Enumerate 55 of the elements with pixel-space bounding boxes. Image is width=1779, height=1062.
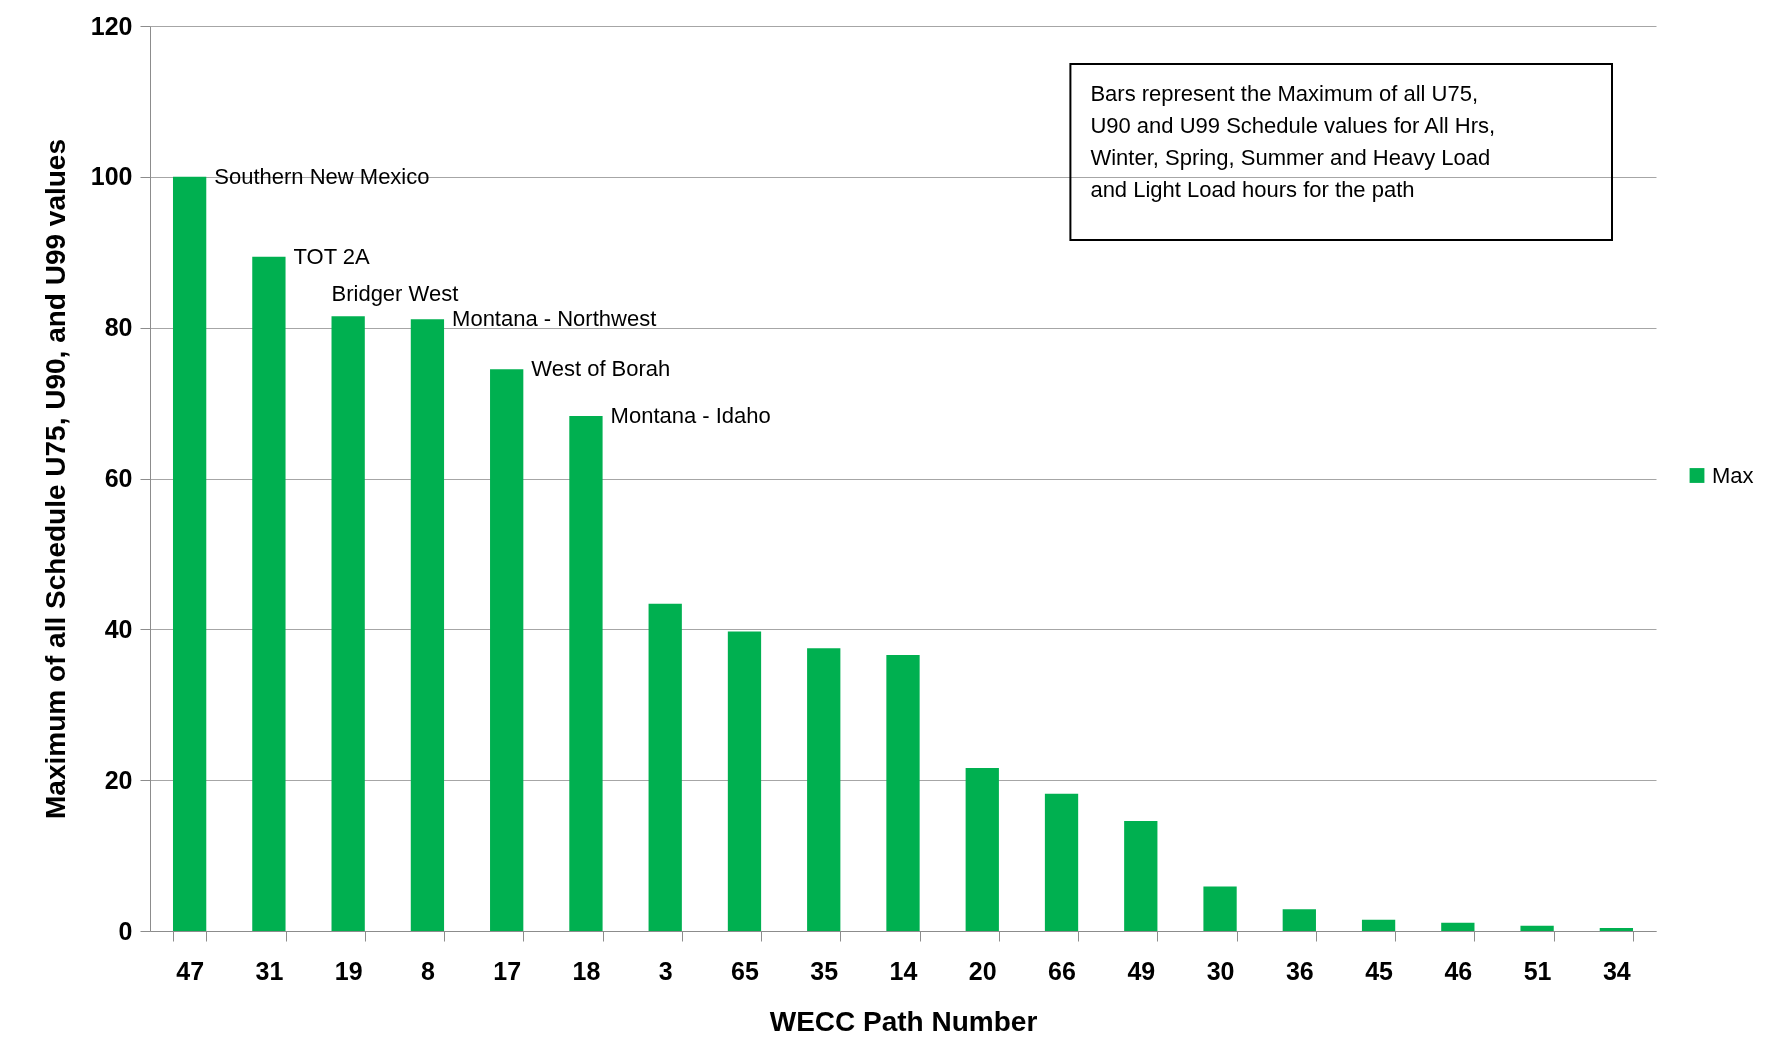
bar [807,648,841,931]
bar [1282,909,1316,931]
y-tick-label: 120 [90,11,133,40]
x-tick-label: 36 [1285,956,1314,985]
x-tick-label: 20 [968,956,997,985]
y-tick-label: 0 [118,916,133,945]
annotation: Bars represent the Maximum of all U75, U90 and U99 Schedule values for All Hrs, Winter, Spring, Summer and Heavy Load and Light Load hours for the path [1090,81,1496,202]
x-tick-label: 18 [572,956,601,985]
y-tick-label: 100 [90,162,133,191]
bar [172,176,207,931]
x-tick-label: 34 [1602,956,1631,985]
bar [410,319,445,931]
bar [965,768,999,931]
annotation: Montana - Northwest [452,306,657,332]
x-tick-label: 65 [731,956,759,985]
y-axis-title: Maximum of all Schedule U75, U90, and U99 values [39,138,71,820]
bar [490,369,524,931]
bar [1441,922,1475,931]
bar [648,603,682,931]
x-tick-label: 49 [1127,956,1156,985]
x-tick-label: 45 [1365,956,1394,985]
annotation: Bridger West [331,281,459,307]
x-tick-label: 31 [255,956,284,985]
legend-label: Max [1712,462,1754,488]
bar [1124,820,1158,931]
x-tick-label: 19 [334,956,363,985]
annotation: Southern New Mexico [214,163,430,189]
y-tick-label: 40 [104,614,133,643]
bar [1203,886,1237,931]
bar [1599,927,1634,931]
bar [1361,919,1396,931]
annotation: West of Borah [531,356,671,382]
y-tick-label: 80 [104,313,133,342]
bar [727,631,762,931]
x-tick-label: 51 [1523,956,1552,985]
x-tick-label: 14 [889,956,918,985]
x-tick-label: 46 [1444,956,1473,985]
x-tick-label: 35 [810,956,839,985]
x-tick-label: 17 [493,956,522,985]
annotation: TOT 2A [293,243,371,269]
x-tick-label: 47 [176,956,205,985]
x-tick-label: 3 [658,956,673,985]
bar [331,316,365,931]
x-tick-label: 66 [1048,956,1076,985]
bar [1044,793,1079,931]
bar [886,654,920,931]
x-tick-label: 8 [420,956,435,985]
x-axis-title: WECC Path Number [769,1005,1038,1037]
annotation: Montana - Idaho [610,402,771,428]
bar [1520,925,1554,931]
x-tick-label: 30 [1206,956,1235,985]
y-tick-label: 20 [104,765,133,794]
bar [252,256,286,931]
y-tick-label: 60 [104,464,133,492]
bar [569,415,603,931]
